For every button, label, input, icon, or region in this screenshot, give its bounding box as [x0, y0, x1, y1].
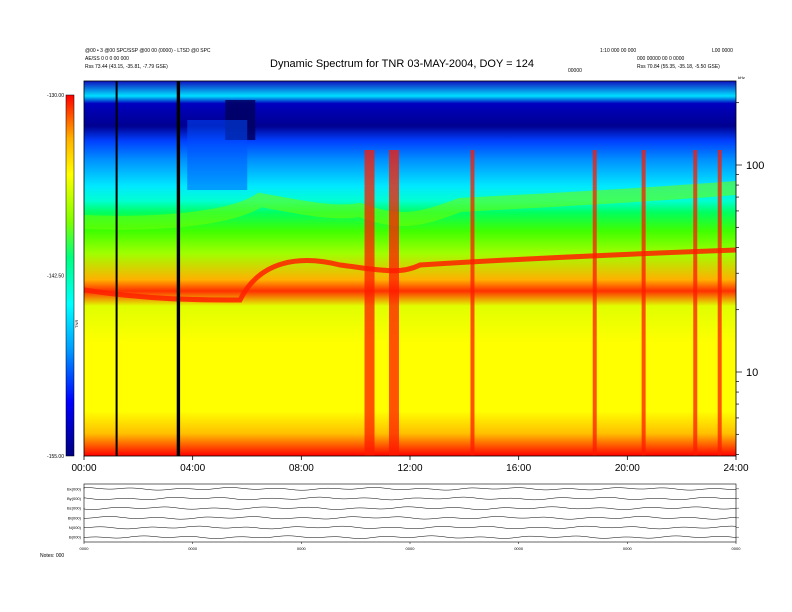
- panel-trace: [83, 516, 737, 520]
- panel-label: Bx(000): [67, 486, 82, 491]
- blue-region: [187, 120, 248, 190]
- panel-x-tick-label: 0000: [732, 546, 742, 551]
- header-right-top: L00 0000: [712, 48, 733, 54]
- panel-label: Bt(000): [68, 515, 82, 520]
- y-unit-label: kHz: [738, 75, 745, 80]
- y-tick-label: 10: [746, 367, 758, 379]
- panel-x-tick-label: 0000: [80, 546, 90, 551]
- x-tick-label: 16:00: [506, 463, 531, 474]
- colorbar-ticks: -130.00 -142.50 -155.00: [47, 93, 64, 460]
- footer-note: Notes: 000: [40, 553, 65, 559]
- spectrum-heatmap: [84, 81, 736, 456]
- header-center-small: 00000: [568, 68, 582, 74]
- burst-column: [717, 150, 722, 456]
- x-tick-label: 20:00: [615, 463, 640, 474]
- panel-x-tick-label: 0000: [623, 546, 633, 551]
- chart-title: Dynamic Spectrum for TNR 03-MAY-2004, DO…: [270, 58, 535, 70]
- panel-label: By(000): [67, 496, 82, 501]
- burst-column: [641, 150, 646, 456]
- panel-trace: [83, 525, 737, 530]
- x-axis-ticks: 00:00 04:00 08:00 12:00 16:00 20:00 24:00: [71, 456, 749, 474]
- header-left-line-3: Rss 73.44 (43.15, -35.81, -7.79 GSE): [85, 64, 168, 70]
- colorbar-tick-label: -130.00: [47, 93, 64, 99]
- lower-panels: Bx(000) By(000) Bz(000) Bt(000) N(000) B(000)…: [67, 483, 742, 551]
- data-gap-line: [176, 81, 179, 456]
- data-gap-line: [115, 81, 118, 456]
- panel-x-tick-label: 0000: [297, 546, 307, 551]
- header-left-line-1: @00 • 3 @00 SPC/SSP @00 00 (0000) - LTSD…: [85, 48, 211, 54]
- colorbar-label: TNR: [74, 320, 79, 328]
- header-right-line-2: 000 00000 00 0 0000: [637, 56, 685, 62]
- colorbar-tick-label: -155.00: [47, 454, 64, 460]
- x-tick-label: 08:00: [289, 463, 314, 474]
- burst-column: [470, 150, 475, 456]
- burst-column: [592, 150, 597, 456]
- colorbar: [65, 94, 75, 457]
- x-tick-label: 00:00: [71, 463, 96, 474]
- x-tick-label: 24:00: [723, 463, 748, 474]
- x-tick-label: 04:00: [180, 463, 205, 474]
- y-axis-ticks: 10 100 kHz: [736, 75, 764, 455]
- panel-label: Bz(000): [67, 506, 82, 511]
- panel-x-tick-label: 0000: [188, 546, 198, 551]
- panel-trace: [83, 496, 737, 501]
- burst-column: [693, 150, 698, 456]
- panel-x-tick-label: 0000: [406, 546, 416, 551]
- header-right-line-3: Rss 70.84 (55.35, -35.18, -5.50 GSE): [637, 64, 720, 70]
- header-right-line-1: 1:10 000 00 000: [600, 48, 637, 54]
- panel-trace: [83, 535, 737, 539]
- header-left-line-2: AE/SS 0 0 0 00 000: [85, 56, 129, 62]
- colorbar-tick-label: -142.50: [47, 274, 64, 280]
- data-gap-line: [178, 81, 181, 456]
- y-tick-label: 100: [746, 160, 764, 172]
- burst-column: [364, 150, 375, 456]
- panel-trace: [83, 487, 736, 491]
- emission-band-lower: [84, 247, 736, 303]
- panel-label: B(000): [69, 535, 82, 540]
- x-tick-label: 12:00: [397, 463, 422, 474]
- panel-trace: [83, 506, 737, 510]
- panel-label: N(000): [69, 525, 82, 530]
- burst-column: [388, 150, 399, 456]
- panel-x-tick-label: 0000: [514, 546, 524, 551]
